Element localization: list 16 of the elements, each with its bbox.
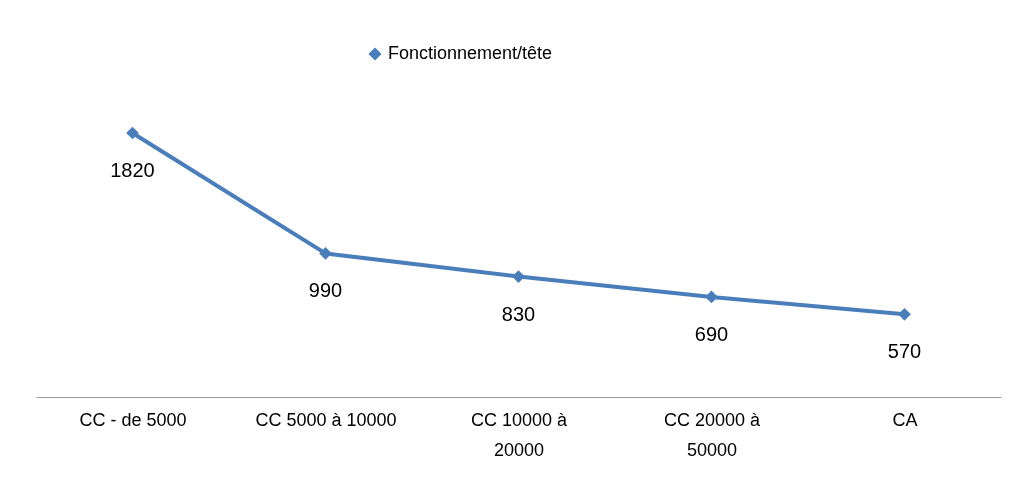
point (319, 247, 332, 260)
x-tick-label: CC 10000 à 20000 (470, 409, 569, 460)
legend-label: Fonctionnement/tête (388, 43, 553, 63)
point (512, 270, 525, 283)
point (898, 307, 911, 321)
data-label: 1820 (110, 159, 155, 181)
x-tick-label: CC 5000 à 10000 (255, 409, 397, 430)
data-label: 990 (308, 279, 343, 302)
x-tick-label: CC 20000 à 50000 (663, 409, 762, 460)
x-tick-label: CA (892, 409, 918, 430)
x-tick-label: CC - de 5000 (79, 409, 187, 430)
data-label: 570 (887, 340, 922, 363)
point (705, 290, 718, 304)
data-label: 830 (501, 302, 536, 325)
data-label: 690 (694, 322, 729, 345)
point (126, 126, 139, 140)
